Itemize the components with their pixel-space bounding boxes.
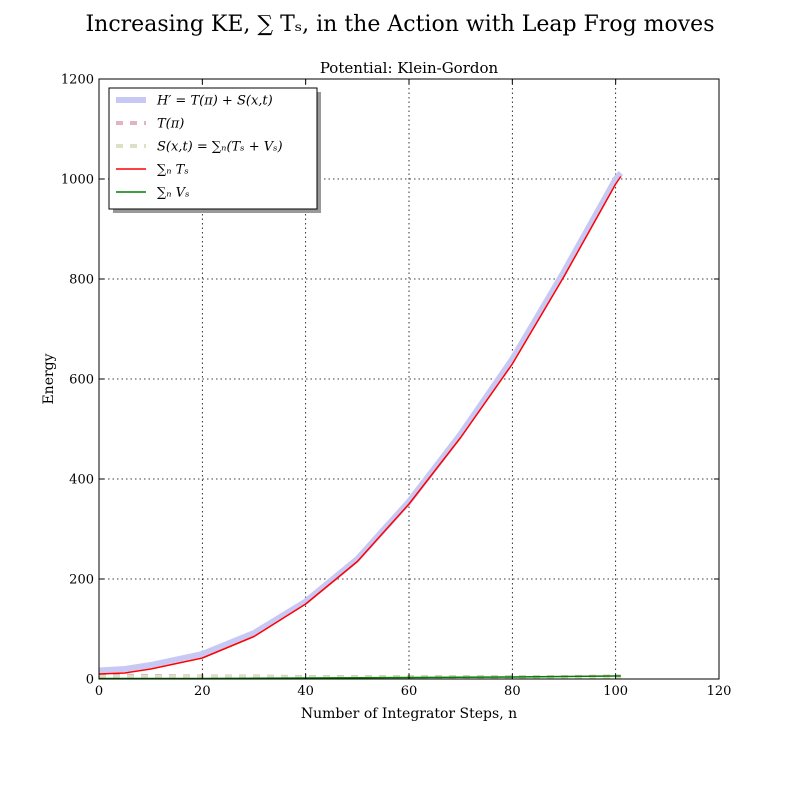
y-tick-label: 400 [69, 473, 94, 488]
y-tick-label: 200 [69, 573, 94, 588]
y-tick-label: 800 [69, 273, 94, 288]
x-tick-label: 0 [95, 684, 103, 699]
y-tick-label: 1000 [61, 173, 94, 188]
x-axis-label: Number of Integrator Steps, n [301, 706, 517, 722]
legend-entries: H′ = T(π) + S(x,t) T(π) S(x,t) = ∑ₙ(Tₛ + V… [116, 94, 283, 201]
x-tick-label: 120 [707, 684, 732, 699]
legend: H′ = T(π) + S(x,t) T(π) S(x,t) = ∑ₙ(Tₛ + V… [108, 87, 321, 213]
x-tick-label: 40 [297, 684, 314, 699]
legend-label-2: S(x,t) = ∑ₙ(Tₛ + Vₛ) [157, 140, 283, 155]
x-tick-label: 80 [504, 684, 521, 699]
x-tick-label: 20 [194, 684, 211, 699]
y-tick-label: 1200 [61, 73, 94, 88]
series-line-0 [98, 171, 624, 674]
y-tick-label: 0 [86, 673, 94, 688]
legend-label-0: H′ = T(π) + S(x,t) [156, 94, 273, 109]
chart-title: Potential: Klein-Gordon [320, 59, 499, 77]
legend-label-1: T(π) [157, 117, 184, 132]
legend-box [108, 87, 318, 210]
series-layer [98, 171, 624, 680]
legend-label-4: ∑ₙ Vₛ [157, 186, 189, 201]
series-line-3 [98, 176, 622, 675]
x-tick-label: 100 [603, 684, 628, 699]
legend-label-3: ∑ₙ Tₛ [157, 163, 189, 178]
figure-suptitle: Increasing KE, ∑ Tₛ, in the Action with … [85, 12, 714, 37]
y-tick-label: 600 [69, 373, 94, 388]
x-tick-label: 60 [401, 684, 418, 699]
series-line-4 [99, 675, 621, 680]
y-axis-label: Energy [41, 353, 57, 404]
